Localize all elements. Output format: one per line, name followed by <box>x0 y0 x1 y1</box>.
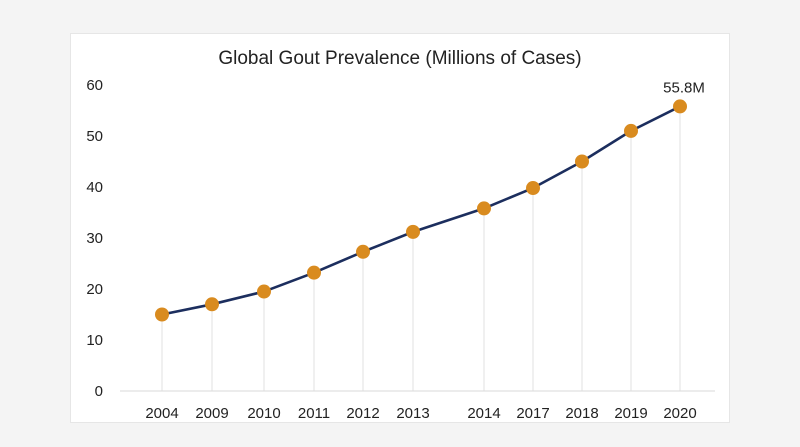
x-tick-label: 2004 <box>145 405 178 422</box>
x-axis-ticks: 2004 2009 2010 2011 2012 2013 2014 2017 2018 2019… <box>145 405 696 422</box>
x-tick-label: 2017 <box>516 405 549 422</box>
drop-lines <box>161 106 681 391</box>
data-point <box>477 201 491 216</box>
y-tick-label: 20 <box>86 281 103 298</box>
data-point <box>406 224 420 239</box>
data-point <box>624 123 638 138</box>
x-tick-label: 2013 <box>396 405 429 422</box>
data-point <box>257 284 271 299</box>
data-point <box>356 244 370 259</box>
x-tick-label: 2011 <box>298 405 330 422</box>
x-tick-label: 2010 <box>247 405 280 422</box>
data-points <box>155 99 687 322</box>
y-tick-label: 50 <box>86 128 103 145</box>
x-tick-label: 2020 <box>663 405 696 422</box>
x-tick-label: 2018 <box>565 405 598 422</box>
data-point <box>673 99 687 114</box>
y-tick-label: 60 <box>86 77 103 94</box>
series-line <box>161 105 681 316</box>
data-point <box>526 181 540 196</box>
y-tick-label: 30 <box>86 230 103 247</box>
data-point <box>205 297 219 312</box>
data-point <box>307 265 321 280</box>
data-point <box>155 307 169 322</box>
chart-title: Global Gout Prevalence (Millions of Case… <box>218 48 581 69</box>
y-tick-label: 40 <box>86 179 103 196</box>
x-tick-label: 2014 <box>467 405 500 422</box>
y-tick-label: 10 <box>86 332 103 349</box>
x-tick-label: 2012 <box>346 405 379 422</box>
y-axis-ticks: 0 10 20 30 40 50 60 <box>86 77 103 400</box>
y-tick-label: 0 <box>95 383 103 400</box>
chart-card <box>70 33 730 423</box>
x-tick-label: 2019 <box>614 405 647 422</box>
x-tick-label: 2009 <box>195 405 228 422</box>
data-point <box>575 154 589 169</box>
data-labels: 55.8M <box>663 79 705 96</box>
data-label: 55.8M <box>663 79 705 96</box>
